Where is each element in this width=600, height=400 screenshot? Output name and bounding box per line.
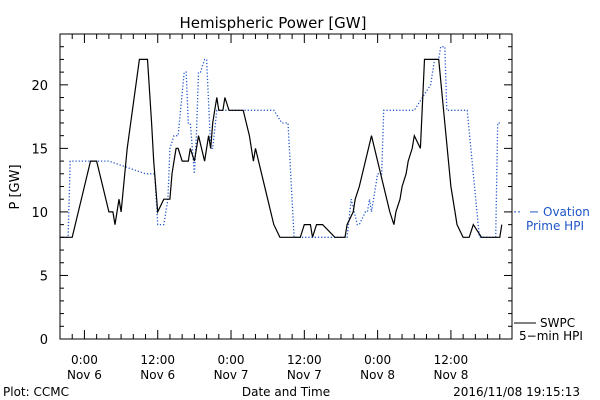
x-tick-label-date: Nov 8: [360, 368, 395, 382]
x-tick-label-date: Nov 6: [140, 368, 175, 382]
legend-label-swpc-line1: SWPC: [540, 316, 575, 330]
y-axis-ticks: 0 5 10 15 20: [31, 33, 512, 348]
x-tick-label-date: Nov 7: [214, 368, 249, 382]
chart-title: Hemispheric Power [GW]: [180, 14, 367, 32]
y-tick-label: 20: [31, 79, 48, 94]
x-tick-label-date: Nov 8: [433, 368, 468, 382]
x-tick-label-time: 12:00: [434, 353, 469, 367]
y-tick-label: 10: [31, 206, 48, 221]
series-layer: [60, 46, 503, 238]
x-tick-label-time: 12:00: [287, 353, 322, 367]
x-axis-label: Date and Time: [242, 385, 330, 399]
x-tick-label-time: 0:00: [71, 353, 98, 367]
x-tick-label-time: 0:00: [364, 353, 391, 367]
y-tick-label: 5: [40, 269, 48, 284]
x-tick-label-date: Nov 7: [287, 368, 322, 382]
swpc-series-line: [60, 58, 503, 238]
plot-timestamp: 2016/11/08 19:15:13: [453, 385, 580, 399]
plot-credit: Plot: CCMC: [3, 385, 69, 399]
x-tick-label-time: 12:00: [140, 353, 175, 367]
x-tick-label-time: 0:00: [218, 353, 245, 367]
y-axis-label: P [GW]: [8, 164, 23, 209]
legend-label-ovation-line1: Ovation: [543, 205, 590, 219]
y-tick-label: 15: [31, 142, 48, 157]
legend-label-swpc-line2: 5−min HPI: [519, 329, 583, 343]
x-tick-label-date: Nov 6: [67, 368, 102, 382]
y-tick-label: 0: [40, 333, 48, 348]
legend-label-ovation-line2: Prime HPI: [526, 219, 584, 233]
